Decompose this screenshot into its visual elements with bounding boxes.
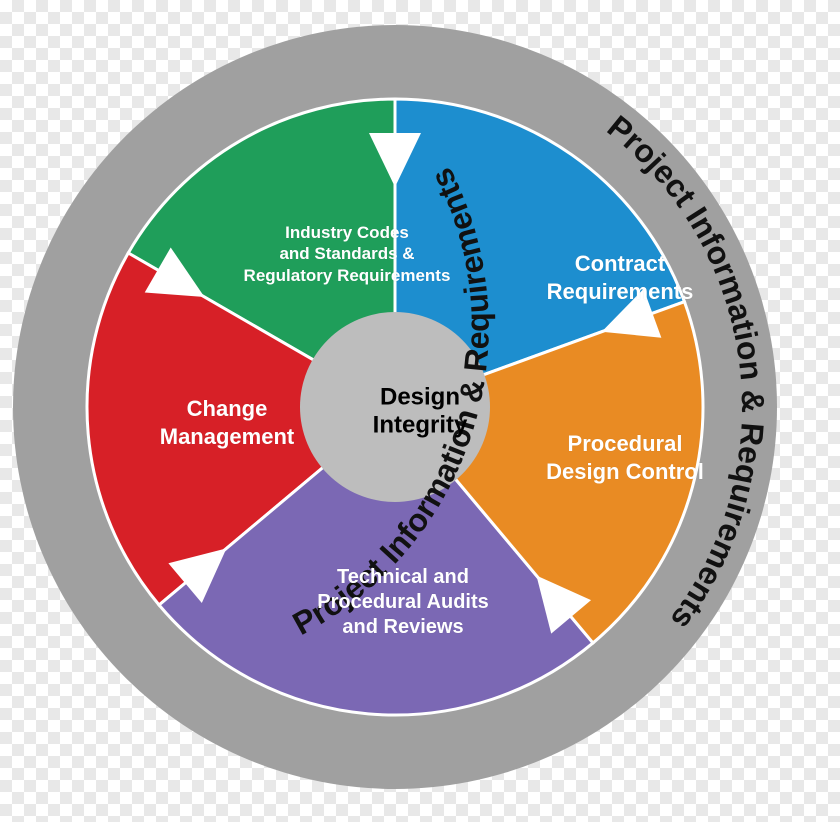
design-integrity-wheel: Project Information & Requirements Proje… [0,0,840,822]
diagram-stage: Project Information & Requirements Proje… [0,0,840,822]
